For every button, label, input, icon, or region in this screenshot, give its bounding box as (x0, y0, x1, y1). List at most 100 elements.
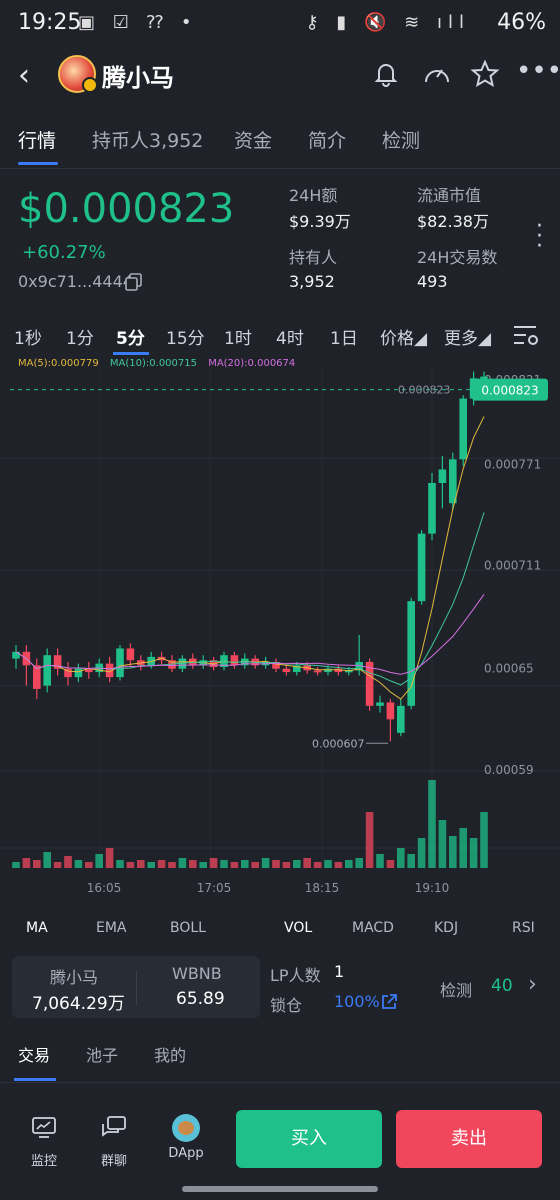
copy-icon[interactable] (124, 272, 144, 292)
dapp-button[interactable]: DApp (156, 1114, 216, 1161)
indicator-ma[interactable]: MA (26, 920, 48, 936)
volume-bar (116, 860, 124, 868)
lp-count-value: 1 (334, 962, 345, 981)
volume-bar (428, 780, 436, 868)
price-dropdown[interactable]: 价格◢ (380, 329, 428, 349)
current-price-tag-label: 0.000823 (481, 384, 538, 398)
tab-mine[interactable]: 我的 (154, 1046, 187, 1065)
timeframe-1m[interactable]: 1分 (66, 329, 94, 349)
tab-pool[interactable]: 池子 (86, 1046, 119, 1065)
pancake-icon (172, 1114, 200, 1142)
candle-body (293, 665, 301, 673)
x-tick-label: 16:05 (87, 881, 122, 895)
candle-body (53, 655, 62, 669)
chevron-right-icon[interactable]: › (528, 972, 537, 997)
y-tick-label: 0.00065 (484, 662, 534, 676)
lock-label: 锁仓 (270, 996, 303, 1015)
candle-body (324, 668, 332, 673)
external-link-icon[interactable] (380, 993, 398, 1011)
chart-settings-icon[interactable] (512, 322, 540, 348)
volume-bar (126, 862, 135, 868)
volume-bar (438, 820, 447, 868)
check-label[interactable]: 检测 (440, 981, 473, 1000)
tab-holders[interactable]: 持币人3,952 (92, 130, 204, 152)
token-reserve-label: 腾小马 (50, 968, 99, 987)
indicator-ema[interactable]: EMA (96, 920, 127, 936)
candle-body (116, 648, 124, 678)
lock-value[interactable]: 100% (334, 992, 380, 1011)
volume-bar (33, 860, 41, 868)
candle-body (449, 459, 457, 504)
x-tick-label: 17:05 (197, 881, 232, 895)
volume-bar (220, 860, 228, 868)
candle-body (12, 651, 20, 659)
tab-intro[interactable]: 简介 (308, 130, 347, 152)
indicator-vol[interactable]: VOL (284, 920, 313, 936)
low-price-marker: 0.000607 (312, 737, 365, 750)
more-dropdown[interactable]: 更多◢ (444, 329, 492, 349)
stats-more-icon[interactable]: · · · (536, 214, 543, 259)
volume-bar (105, 848, 114, 868)
volume-bar (147, 862, 155, 868)
timeframe-5m[interactable]: 5分 (116, 329, 145, 349)
timeframe-4h[interactable]: 4时 (276, 329, 304, 349)
back-icon[interactable]: ‹ (18, 58, 30, 93)
volume-bar (241, 860, 249, 868)
volume-bar (355, 858, 363, 868)
candle-body (85, 668, 93, 673)
stat-value: $82.38万 (417, 212, 489, 231)
star-icon[interactable] (470, 59, 500, 89)
tab-trade[interactable]: 交易 (18, 1046, 51, 1065)
candle-body (43, 655, 51, 686)
ma-lines (15, 416, 485, 700)
stat-value: $9.39万 (289, 212, 351, 231)
token-avatar (58, 55, 98, 93)
indicator-kdj[interactable]: KDJ (434, 920, 459, 936)
candle-body (397, 705, 405, 733)
more-icon[interactable]: ••• (516, 56, 560, 86)
chat-icon (102, 1116, 126, 1137)
candle-body (272, 661, 280, 669)
volume-bar (178, 858, 187, 868)
timeframe-bar: 1秒 1分 5分 15分 1时 4时 1日 价格◢ 更多◢ (0, 318, 560, 358)
timeframe-1d[interactable]: 1日 (330, 329, 358, 349)
token-title: 腾小马 (102, 64, 174, 92)
y-tick-label: 0.000771 (484, 457, 541, 471)
gauge-icon[interactable] (422, 60, 452, 88)
indicator-rsi[interactable]: RSI (512, 920, 535, 936)
stat-value: 3,952 (289, 272, 335, 291)
status-time: 19:25 (18, 10, 82, 35)
home-indicator[interactable] (182, 1186, 378, 1192)
stat-label: 流通市值 (417, 186, 482, 205)
bell-icon[interactable] (372, 60, 400, 88)
volume-bar (469, 838, 478, 868)
volume-bar (324, 860, 332, 868)
candle-body (459, 398, 467, 460)
ma20-line (15, 594, 485, 675)
timeframe-15m[interactable]: 15分 (166, 329, 205, 349)
timeframe-1s[interactable]: 1秒 (14, 329, 42, 349)
candle-body (386, 702, 395, 720)
x-tick-label: 18:15 (305, 881, 340, 895)
tab-market[interactable]: 行情 (18, 130, 57, 152)
bnb-chain-icon (82, 77, 98, 93)
y-tick-label: 0.00059 (484, 763, 534, 777)
monitor-button[interactable]: 监控 (14, 1114, 74, 1169)
sell-button[interactable]: 卖出 (396, 1110, 542, 1168)
reserve-separator (136, 970, 137, 1006)
tab-check[interactable]: 检测 (382, 130, 421, 152)
indicator-macd[interactable]: MACD (352, 920, 394, 936)
buy-button[interactable]: 买入 (236, 1110, 382, 1168)
y-tick-label: 0.000711 (484, 559, 541, 573)
group-chat-button[interactable]: 群聊 (84, 1114, 144, 1169)
candle-body (33, 665, 41, 689)
x-tick-label: 19:10 (415, 881, 450, 895)
volume-bar (365, 812, 374, 868)
tab-funds[interactable]: 资金 (234, 130, 273, 152)
volume-bar (397, 848, 405, 868)
volume-bar (230, 862, 239, 868)
timeframe-1h[interactable]: 1时 (224, 329, 252, 349)
indicator-boll[interactable]: BOLL (170, 920, 206, 936)
